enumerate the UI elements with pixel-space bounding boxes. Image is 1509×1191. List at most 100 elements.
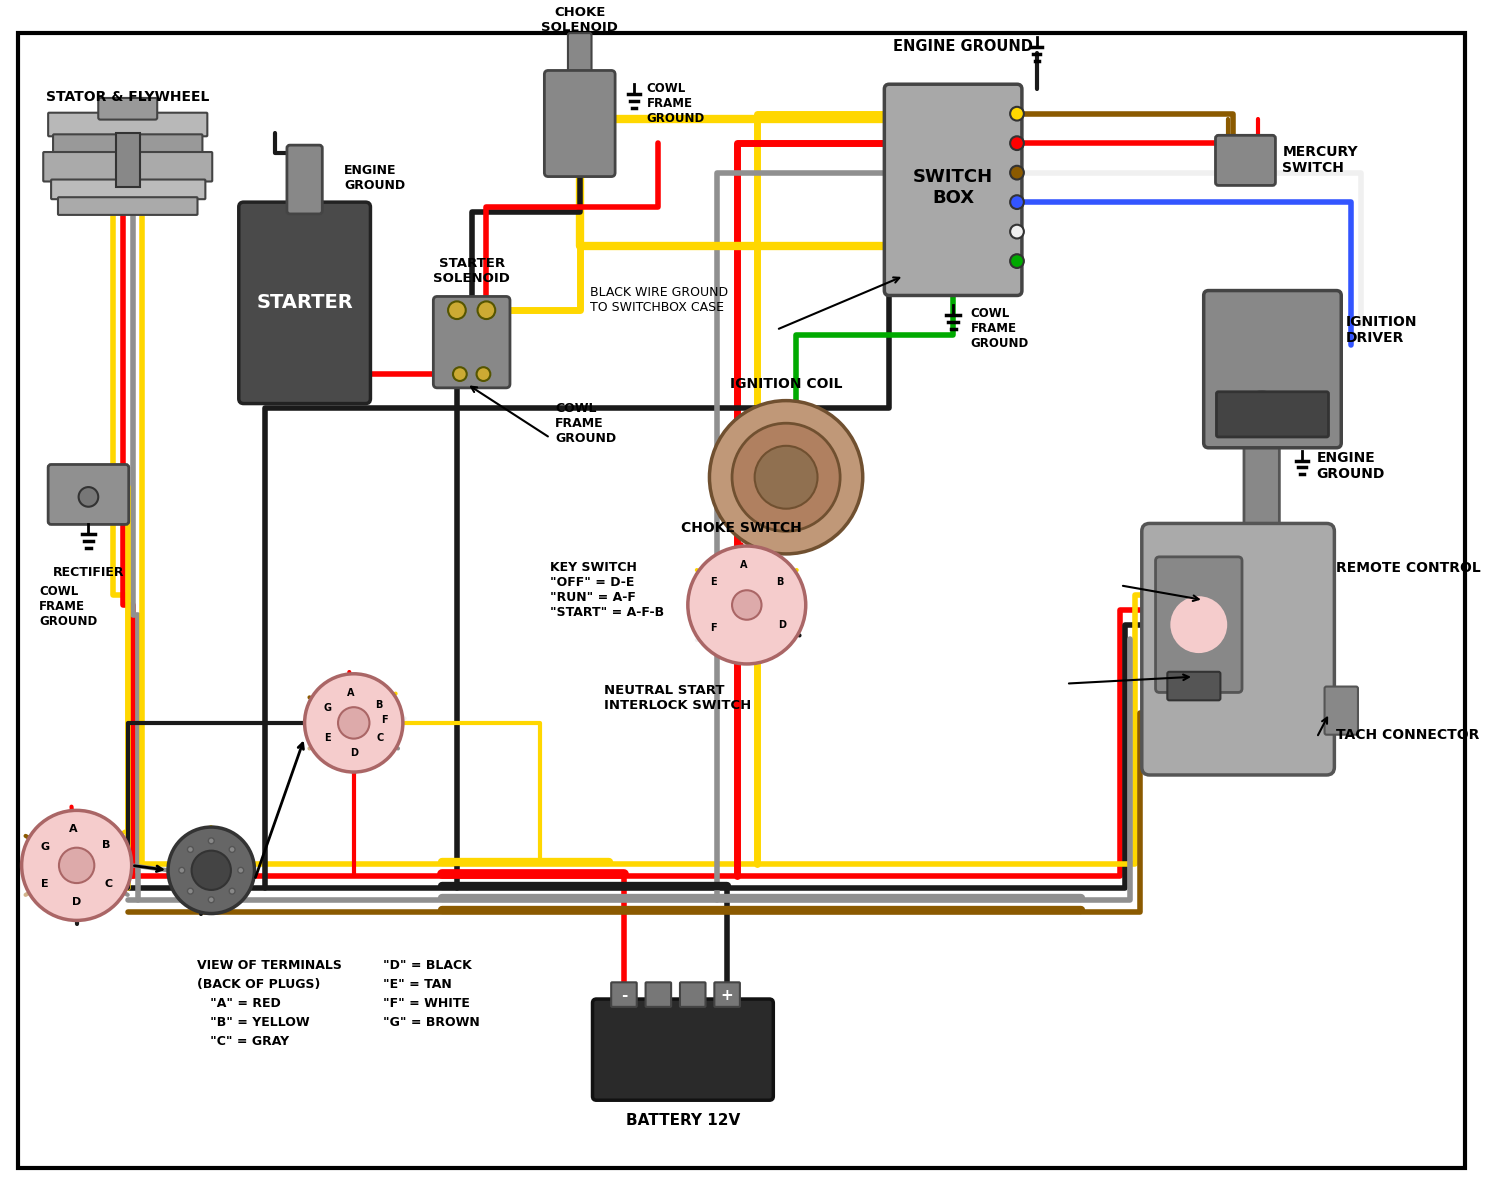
Text: B: B [776, 576, 783, 587]
Circle shape [1010, 166, 1025, 180]
Text: MERCURY
SWITCH: MERCURY SWITCH [1283, 145, 1358, 175]
FancyBboxPatch shape [44, 152, 213, 181]
FancyBboxPatch shape [611, 983, 637, 1006]
FancyBboxPatch shape [593, 999, 773, 1100]
Text: F: F [711, 623, 717, 634]
Text: CHOKE SWITCH: CHOKE SWITCH [682, 522, 803, 535]
Text: KEY SWITCH
"OFF" = D-E
"RUN" = A-F
"START" = A-F-B: KEY SWITCH "OFF" = D-E "RUN" = A-F "STAR… [551, 561, 664, 619]
Circle shape [688, 545, 806, 663]
Text: A: A [347, 687, 355, 698]
FancyBboxPatch shape [1168, 672, 1221, 700]
Circle shape [208, 897, 214, 903]
Circle shape [208, 838, 214, 843]
FancyBboxPatch shape [545, 70, 616, 176]
FancyBboxPatch shape [1243, 410, 1280, 541]
Text: TACH CONNECTOR: TACH CONNECTOR [1337, 728, 1480, 742]
Text: ENGINE
GROUND: ENGINE GROUND [1317, 450, 1385, 481]
Text: STARTER
SOLENOID: STARTER SOLENOID [433, 257, 510, 285]
Circle shape [1010, 254, 1025, 268]
FancyBboxPatch shape [238, 202, 370, 404]
Circle shape [180, 867, 184, 873]
Text: BATTERY 12V: BATTERY 12V [626, 1114, 739, 1128]
Circle shape [338, 707, 370, 738]
FancyBboxPatch shape [287, 145, 323, 214]
FancyBboxPatch shape [433, 297, 510, 388]
Text: +: + [721, 987, 733, 1003]
Circle shape [1010, 195, 1025, 208]
FancyBboxPatch shape [53, 135, 202, 154]
Text: A: A [69, 824, 78, 834]
FancyBboxPatch shape [1325, 686, 1358, 735]
Circle shape [732, 423, 841, 531]
Text: G: G [323, 703, 332, 712]
Text: REMOTE CONTROL: REMOTE CONTROL [1337, 561, 1482, 575]
Text: SWITCH
BOX: SWITCH BOX [913, 168, 993, 207]
Text: F: F [380, 716, 388, 725]
FancyBboxPatch shape [48, 113, 207, 136]
Circle shape [732, 591, 762, 619]
Circle shape [1010, 107, 1025, 120]
FancyBboxPatch shape [1204, 291, 1342, 448]
FancyBboxPatch shape [51, 180, 205, 199]
Text: BLACK WIRE GROUND
TO SWITCHBOX CASE: BLACK WIRE GROUND TO SWITCHBOX CASE [590, 286, 727, 314]
Text: C: C [376, 734, 383, 743]
Text: ENGINE
GROUND: ENGINE GROUND [344, 163, 404, 192]
Text: STATOR & FLYWHEEL: STATOR & FLYWHEEL [47, 89, 210, 104]
Circle shape [167, 827, 255, 913]
Circle shape [1010, 225, 1025, 238]
Circle shape [238, 867, 243, 873]
Text: G: G [41, 842, 50, 853]
FancyBboxPatch shape [1156, 557, 1242, 692]
FancyBboxPatch shape [567, 33, 592, 80]
Circle shape [305, 674, 403, 772]
Text: D: D [777, 621, 786, 630]
Text: COWL
FRAME
GROUND: COWL FRAME GROUND [646, 82, 705, 125]
Circle shape [192, 850, 231, 890]
Circle shape [229, 888, 235, 894]
Text: RECTIFIER: RECTIFIER [53, 566, 124, 579]
Circle shape [477, 301, 495, 319]
Circle shape [1240, 392, 1283, 435]
Text: D: D [72, 897, 81, 906]
Text: IGNITION
DRIVER: IGNITION DRIVER [1346, 316, 1417, 345]
Circle shape [187, 888, 193, 894]
Text: E: E [324, 734, 330, 743]
Text: STARTER: STARTER [257, 293, 353, 312]
FancyBboxPatch shape [1215, 136, 1275, 186]
FancyBboxPatch shape [57, 198, 198, 214]
Circle shape [709, 400, 863, 554]
Circle shape [754, 445, 818, 509]
FancyBboxPatch shape [646, 983, 672, 1006]
FancyBboxPatch shape [48, 464, 128, 524]
Circle shape [1169, 596, 1228, 654]
Text: D: D [350, 748, 358, 759]
Text: ENGINE GROUND: ENGINE GROUND [893, 39, 1032, 55]
Text: CHOKE
SOLENOID: CHOKE SOLENOID [542, 6, 619, 35]
Circle shape [187, 847, 193, 853]
Text: COWL
FRAME
GROUND: COWL FRAME GROUND [970, 307, 1029, 350]
Text: A: A [739, 560, 747, 569]
Circle shape [59, 848, 95, 883]
FancyBboxPatch shape [714, 983, 739, 1006]
Circle shape [229, 847, 235, 853]
Text: VIEW OF TERMINALS
(BACK OF PLUGS)
   "A" = RED
   "B" = YELLOW
   "C" = GRAY: VIEW OF TERMINALS (BACK OF PLUGS) "A" = … [196, 959, 341, 1048]
Circle shape [1010, 136, 1025, 150]
Text: COWL
FRAME
GROUND: COWL FRAME GROUND [39, 585, 98, 629]
FancyBboxPatch shape [884, 85, 1022, 295]
Bar [116, 133, 139, 187]
FancyBboxPatch shape [1142, 523, 1334, 775]
FancyBboxPatch shape [1216, 392, 1328, 437]
Circle shape [78, 487, 98, 506]
Text: E: E [41, 879, 48, 888]
FancyBboxPatch shape [98, 98, 157, 119]
Text: "D" = BLACK
"E" = TAN
"F" = WHITE
"G" = BROWN: "D" = BLACK "E" = TAN "F" = WHITE "G" = … [383, 959, 480, 1029]
Circle shape [453, 367, 466, 381]
Text: E: E [711, 576, 717, 587]
FancyBboxPatch shape [681, 983, 706, 1006]
Text: IGNITION COIL: IGNITION COIL [730, 376, 842, 391]
Text: COWL
FRAME
GROUND: COWL FRAME GROUND [555, 401, 616, 444]
Text: C: C [104, 879, 112, 888]
Text: NEUTRAL START
INTERLOCK SWITCH: NEUTRAL START INTERLOCK SWITCH [604, 684, 751, 711]
Circle shape [477, 367, 490, 381]
Circle shape [21, 810, 131, 921]
